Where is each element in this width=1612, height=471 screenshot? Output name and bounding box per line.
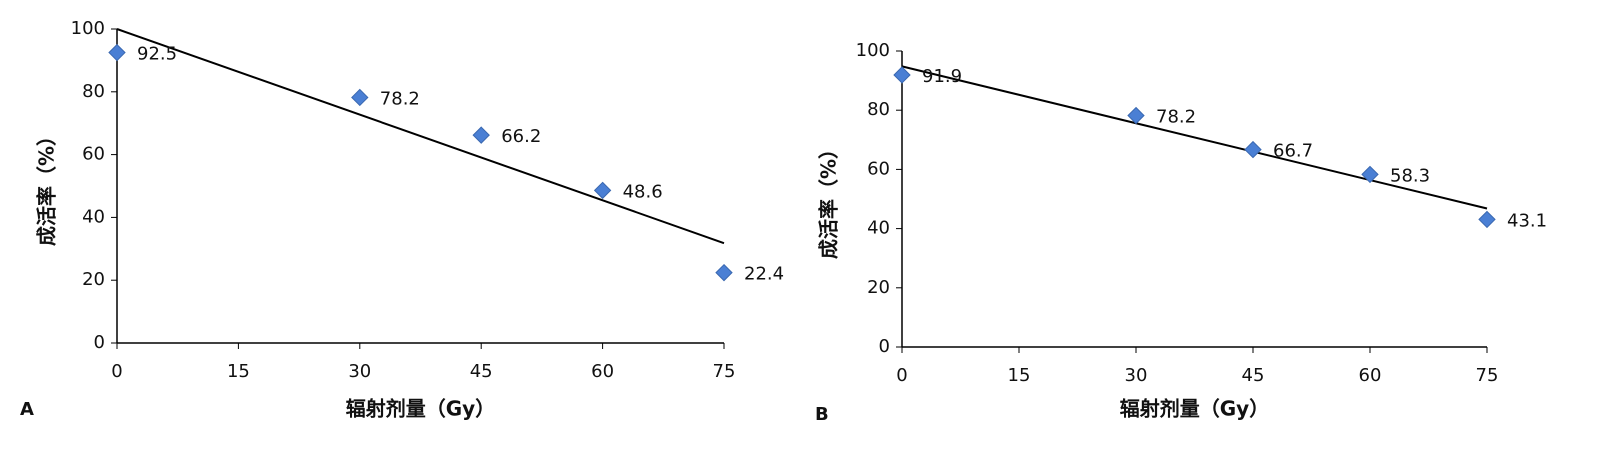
data-label: 43.1 (1507, 210, 1547, 231)
y-tick-label: 80 (867, 99, 890, 120)
x-tick-label: 75 (713, 361, 736, 382)
y-tick-label: 80 (82, 81, 105, 102)
panel-label: A (20, 399, 34, 420)
y-tick-label: 0 (879, 336, 890, 357)
point (472, 126, 490, 144)
y-tick-label: 40 (867, 218, 890, 239)
y-tick-label: 20 (82, 269, 105, 290)
point (1478, 210, 1496, 229)
data-label: 48.6 (623, 181, 663, 202)
point (351, 88, 369, 107)
data-label: 91.9 (922, 66, 962, 87)
point (715, 263, 733, 282)
y-tick-label: 60 (82, 144, 105, 165)
trendline (901, 65, 1488, 210)
data-label: 58.3 (1390, 165, 1430, 186)
data-label: 92.5 (137, 44, 177, 65)
data-label: 66.2 (501, 126, 541, 147)
x-tick-label: 60 (1359, 365, 1382, 386)
y-tick-label: 40 (82, 206, 105, 227)
x-tick-label: 60 (591, 361, 614, 382)
point (593, 181, 612, 200)
y-axis-title: 成活率（%） (817, 139, 841, 259)
x-tick-label: 75 (1476, 365, 1499, 386)
x-tick-label: 15 (1008, 365, 1031, 386)
y-tick-label: 100 (71, 18, 105, 39)
x-tick-label: 45 (470, 361, 493, 382)
y-axis-title: 成活率（%） (35, 126, 59, 246)
x-tick-label: 30 (348, 361, 371, 382)
data-label: 22.4 (744, 264, 784, 285)
data-label: 78.2 (1156, 107, 1196, 128)
x-tick-label: 0 (111, 361, 122, 382)
data-label: 66.7 (1273, 141, 1313, 162)
x-tick-label: 45 (1242, 365, 1265, 386)
y-tick-label: 100 (856, 40, 890, 61)
data-label: 78.2 (380, 88, 420, 109)
x-axis-title: 辐射剂量（Gy） (1120, 397, 1269, 421)
y-tick-label: 60 (867, 158, 890, 179)
point (108, 43, 126, 62)
point (893, 66, 911, 84)
x-tick-label: 30 (1125, 365, 1148, 386)
point (1361, 165, 1379, 184)
trendline (116, 28, 725, 245)
point (1244, 140, 1262, 159)
y-tick-label: 20 (867, 277, 890, 298)
x-axis-title: 辐射剂量（Gy） (346, 397, 495, 421)
y-tick-label: 0 (94, 332, 105, 353)
panel-label: B (815, 404, 829, 425)
x-tick-label: 0 (896, 365, 907, 386)
point (1127, 106, 1145, 125)
x-tick-label: 15 (227, 361, 250, 382)
